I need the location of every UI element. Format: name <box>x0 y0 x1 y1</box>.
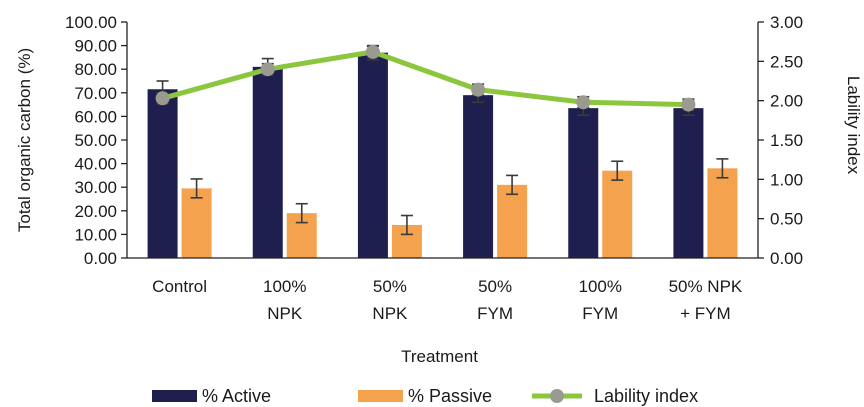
y-tick-label: 90.00 <box>74 37 117 56</box>
x-tick-label: 100% NPK <box>263 277 306 323</box>
bar-active <box>252 66 283 258</box>
y-tick-label: 60.00 <box>74 107 117 126</box>
bar-passive <box>181 188 212 258</box>
y-tick-label: 70.00 <box>74 84 117 103</box>
axes-group: 0.00 10.00 20.00 30.00 40.00 50.00 60.00 70.00 8… <box>65 13 803 323</box>
bar-passive <box>707 168 738 258</box>
bar-passive <box>497 184 528 258</box>
error-bar-passive <box>400 214 413 236</box>
x-tick-label: Control <box>152 277 207 296</box>
bar-passive <box>602 170 633 258</box>
bar-active <box>357 52 388 259</box>
y2-tick-label: 1.50 <box>770 131 803 150</box>
x-tick-label: 100% FYM <box>579 277 622 323</box>
error-bar-passive <box>716 158 729 179</box>
bar-active <box>673 108 704 258</box>
lability-point <box>681 97 696 112</box>
lability-point <box>365 44 380 59</box>
lability-point <box>576 95 591 110</box>
y2-tick-label: 2.00 <box>770 92 803 111</box>
legend-swatch-active <box>152 390 197 402</box>
legend-marker-lability <box>550 389 564 403</box>
lability-line <box>161 49 689 108</box>
bar-active <box>463 95 494 258</box>
lability-point <box>471 82 486 97</box>
legend: % Active % Passive Lability index <box>152 386 698 406</box>
legend-swatch-passive <box>358 390 403 402</box>
y2-tick-label: 3.00 <box>770 13 803 32</box>
y2-tick-label: 1.00 <box>770 170 803 189</box>
y-tick-label: 20.00 <box>74 202 117 221</box>
bars-group <box>147 44 738 259</box>
legend-label: % Active <box>202 386 271 406</box>
y-tick-label: 100.00 <box>65 13 117 32</box>
bar-active <box>568 108 599 258</box>
y-tick-label: 0.00 <box>84 249 117 268</box>
y-tick-label: 80.00 <box>74 60 117 79</box>
x-axis-title: Treatment <box>401 347 478 366</box>
y-tick-label: 40.00 <box>74 155 117 174</box>
y-tick-label: 10.00 <box>74 225 117 244</box>
y2-axis-title: Lability index <box>844 76 863 175</box>
y-tick-label: 50.00 <box>74 131 117 150</box>
error-bar-passive <box>611 160 624 181</box>
x-tick-label: 50% FYM <box>477 277 513 323</box>
x-tick-label: 50% NPK + FYM <box>669 277 743 323</box>
bar-active <box>147 89 178 258</box>
error-bar-passive <box>295 202 308 224</box>
y2-tick-label: 0.00 <box>770 249 803 268</box>
x-tick-label: 50% NPK <box>372 277 408 323</box>
y-axis-title: Total organic carbon (%) <box>15 48 34 232</box>
legend-label: % Passive <box>408 386 492 406</box>
lability-point <box>155 91 170 106</box>
legend-label: Lability index <box>594 386 698 406</box>
y2-tick-label: 0.50 <box>770 210 803 229</box>
error-bar-passive <box>506 174 519 196</box>
lability-point <box>260 62 275 77</box>
y-tick-label: 30.00 <box>74 178 117 197</box>
lability-line-group <box>155 44 696 112</box>
error-bar-passive <box>190 178 203 199</box>
y2-tick-label: 2.50 <box>770 52 803 71</box>
